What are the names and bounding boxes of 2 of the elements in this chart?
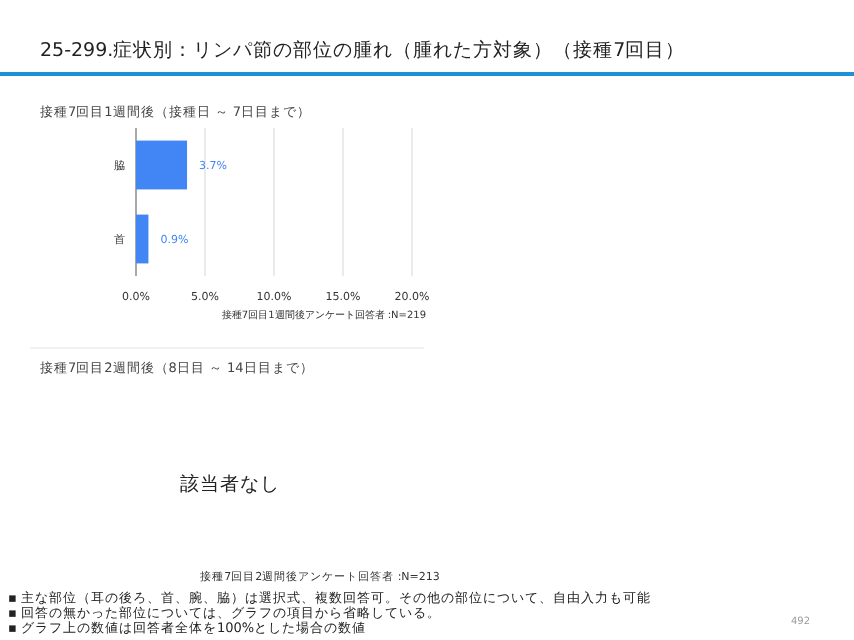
text: 該当者なし [180,472,280,496]
chart-title: 25-299.症状別：リンパ節の部位の腫れ（腫れた方対象）（接種7回目） [40,38,686,62]
